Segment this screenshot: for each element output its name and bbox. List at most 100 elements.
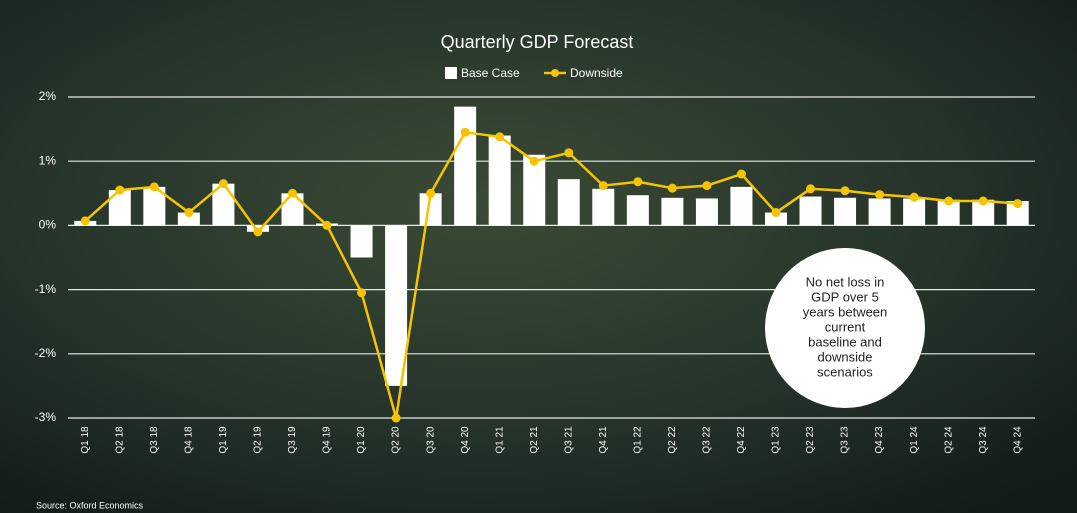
line-marker [184,208,194,218]
bar [730,186,753,226]
line-marker [149,182,159,192]
x-tick-label: Q1 18 [80,426,91,454]
y-tick-label: -2% [35,346,57,360]
annotation-text: years between [803,304,888,319]
legend-swatch [445,67,457,79]
bar [592,188,615,226]
x-tick-label: Q3 24 [978,426,989,454]
y-tick-label: -1% [35,282,57,296]
bar [834,197,857,226]
annotation-text: baseline and [808,334,882,349]
line-marker [253,227,263,237]
x-tick-label: Q2 19 [253,426,264,454]
line-marker [80,216,90,226]
x-tick-label: Q3 23 [840,426,851,454]
x-tick-label: Q4 23 [874,426,885,454]
x-tick-label: Q2 21 [529,426,540,454]
y-tick-label: 1% [39,153,57,167]
bar [661,197,684,226]
line-marker [115,185,125,195]
line-marker [702,181,712,191]
x-tick-label: Q1 20 [356,426,367,454]
x-tick-label: Q4 24 [1012,426,1023,454]
bar [523,154,546,226]
legend-swatch [551,69,559,77]
x-tick-label: Q3 21 [563,426,574,454]
line-marker [667,183,677,193]
bar [177,212,200,226]
line-marker [460,127,470,137]
line-marker [391,413,401,423]
line-marker [322,220,332,230]
line-marker [598,181,608,191]
bar [557,179,580,226]
line-marker [944,196,954,206]
legend-label: Downside [570,66,623,80]
legend-label: Base Case [461,66,520,80]
bar [868,198,891,226]
bar [1006,201,1029,226]
x-tick-label: Q1 23 [771,426,782,454]
bar [419,193,442,226]
annotation-bubble [765,248,925,408]
x-tick-label: Q2 23 [805,426,816,454]
bar [454,106,477,226]
x-tick-label: Q2 20 [391,426,402,454]
bar [143,186,166,226]
y-tick-label: -3% [35,410,57,424]
line-marker [529,156,539,166]
line-marker [218,179,228,189]
line-marker [1013,199,1023,209]
line-marker [736,169,746,179]
bar [281,193,304,226]
line-marker [840,186,850,196]
line-marker [806,184,816,194]
bar [937,199,960,226]
x-tick-label: Q4 22 [736,426,747,454]
source: Source: Oxford Economics [36,500,144,510]
x-tick-label: Q4 18 [184,426,195,454]
bar [212,183,235,226]
bar [903,198,926,226]
line-marker [495,132,505,142]
line-marker [875,190,885,200]
annotation-text: downside [818,349,873,364]
y-tick-label: 2% [39,89,57,103]
line-marker [287,188,297,198]
x-tick-label: Q3 22 [702,426,713,454]
annotation-text: current [825,319,866,334]
line-marker [909,192,919,202]
bar [626,195,649,226]
line-marker [357,288,367,298]
line [84,130,1018,419]
line-marker [978,196,988,206]
x-tick-label: Q4 20 [460,426,471,454]
bar [385,225,408,386]
x-tick-label: Q3 19 [287,426,298,454]
x-tick-label: Q1 19 [218,426,229,454]
line-marker [564,148,574,158]
x-tick-label: Q3 18 [149,426,160,454]
annotation-text: No net loss in [806,274,885,289]
x-tick-label: Q3 20 [425,426,436,454]
bar [799,196,822,226]
bar [695,198,718,226]
x-tick-label: Q4 19 [322,426,333,454]
annotation-text: scenarios [817,364,873,379]
y-tick-label: 0% [39,218,57,232]
x-tick-label: Q1 21 [494,426,505,454]
x-tick-label: Q1 22 [632,426,643,454]
bar [350,225,373,258]
line-marker [426,188,436,198]
chart-title: Quarterly GDP Forecast [441,32,634,52]
x-tick-label: Q2 18 [114,426,125,454]
bar [488,135,511,226]
line-marker [771,208,781,218]
bar [764,212,787,226]
x-tick-label: Q2 22 [667,426,678,454]
x-tick-label: Q4 21 [598,426,609,454]
x-tick-label: Q2 24 [943,426,954,454]
bar [108,190,131,226]
